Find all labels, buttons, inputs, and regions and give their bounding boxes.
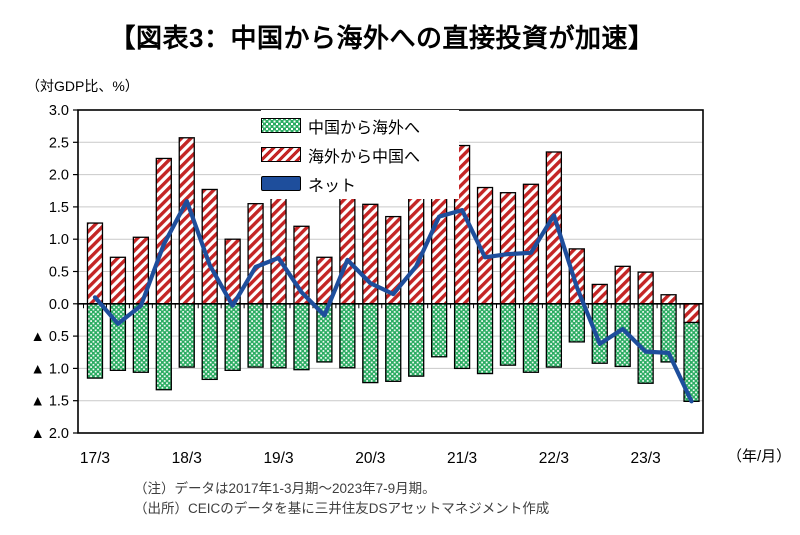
outbound-bar bbox=[270, 303, 287, 369]
inbound-bar bbox=[362, 203, 379, 305]
legend-label-outbound: 中国から海外へ bbox=[308, 119, 421, 137]
outbound-bar bbox=[385, 303, 402, 382]
legend-item-inbound: 海外から中国へ bbox=[261, 140, 459, 169]
inbound-bar bbox=[339, 195, 356, 305]
outbound-bar bbox=[339, 303, 356, 369]
inbound-bar bbox=[614, 265, 631, 305]
footnote-attribution: （出所）CEICのデータを基に三井住友DSアセットマネジメント作成 bbox=[134, 501, 550, 516]
outbound-bar bbox=[293, 303, 310, 371]
outbound-bar bbox=[155, 303, 172, 391]
inbound-bar bbox=[408, 193, 425, 305]
y-tick-label: 2.5 bbox=[49, 135, 69, 151]
y-tick-label: ▲ 2.0 bbox=[30, 426, 69, 442]
outbound-bar bbox=[247, 303, 264, 368]
y-tick-label: 2.0 bbox=[49, 168, 69, 184]
outbound-bar bbox=[132, 303, 150, 373]
inbound-bar bbox=[247, 203, 264, 305]
inbound-bar bbox=[316, 256, 333, 305]
outbound-bar bbox=[178, 303, 195, 368]
outbound-bar bbox=[499, 303, 517, 366]
x-tick-label: 23/3 bbox=[631, 450, 661, 467]
net-line-swatch-icon bbox=[261, 176, 301, 191]
outbound-bar bbox=[86, 303, 104, 379]
inbound-bar bbox=[499, 192, 517, 305]
legend-label-net: ネット bbox=[308, 177, 357, 195]
inbound-bar bbox=[270, 193, 287, 305]
outbound-bar bbox=[224, 303, 241, 371]
inbound-bar bbox=[637, 271, 654, 305]
inbound-bar bbox=[683, 303, 700, 324]
x-tick-label: 19/3 bbox=[263, 450, 293, 467]
inbound-bar bbox=[109, 256, 127, 305]
outbound-bar bbox=[545, 303, 563, 368]
x-tick-label: 21/3 bbox=[447, 450, 477, 467]
footnote-source-note: （注）データは2017年1-3月期～2023年7-9月期。 bbox=[134, 481, 436, 496]
outbound-bar bbox=[201, 303, 218, 381]
legend-item-net: ネット bbox=[261, 169, 459, 198]
y-tick-label: 0.0 bbox=[49, 297, 69, 313]
chart-title: 【図表3：中国から海外への直接投資が加速】 bbox=[109, 23, 655, 53]
y-tick-label: 1.0 bbox=[49, 232, 69, 248]
chart-legend: 中国から海外へ 海外から中国へ ネット bbox=[261, 110, 459, 199]
y-axis-unit-label: （対GDP比、%） bbox=[26, 78, 139, 94]
x-tick-label: 18/3 bbox=[172, 450, 202, 467]
inbound-bar bbox=[86, 222, 104, 305]
outbound-bar bbox=[408, 303, 425, 377]
y-tick-label: ▲ 1.0 bbox=[30, 361, 69, 377]
y-tick-label: ▲ 1.5 bbox=[30, 394, 69, 410]
inbound-bar bbox=[591, 283, 608, 305]
outbound-bar bbox=[568, 303, 585, 343]
x-axis-unit-label: （年/月） bbox=[727, 448, 792, 465]
outbound-bar bbox=[453, 303, 471, 370]
red-striped-swatch-icon bbox=[261, 147, 301, 162]
y-tick-label: 1.5 bbox=[49, 200, 69, 216]
green-dotted-swatch-icon bbox=[261, 118, 301, 133]
net-line bbox=[92, 199, 694, 404]
footnotes: （注）データは2017年1-3月期～2023年7-9月期。 （出所）CEICのデ… bbox=[134, 479, 549, 519]
outbound-bar bbox=[522, 303, 540, 373]
legend-item-outbound: 中国から海外へ bbox=[261, 111, 459, 140]
outbound-bar bbox=[109, 303, 127, 371]
y-tick-label: ▲ 0.5 bbox=[30, 329, 69, 345]
legend-label-inbound: 海外から中国へ bbox=[308, 148, 421, 166]
x-tick-label: 17/3 bbox=[80, 450, 110, 467]
inbound-bar bbox=[660, 294, 677, 305]
outbound-bar bbox=[430, 303, 448, 358]
y-tick-label: 0.5 bbox=[49, 265, 69, 281]
x-tick-label: 20/3 bbox=[355, 450, 385, 467]
outbound-bar bbox=[476, 303, 494, 375]
outbound-bar bbox=[362, 303, 379, 384]
x-tick-label: 22/3 bbox=[539, 450, 569, 467]
y-tick-label: 3.0 bbox=[49, 103, 69, 119]
